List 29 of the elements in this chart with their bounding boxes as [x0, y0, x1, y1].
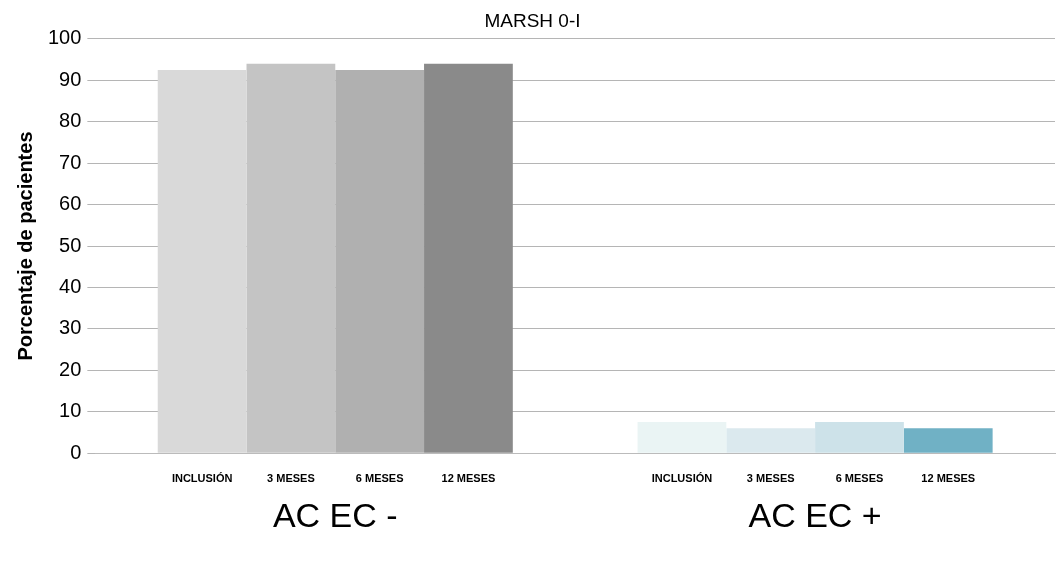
- y-tick-label: 40: [59, 274, 82, 297]
- y-tick-label: 100: [47, 26, 82, 49]
- bar: [157, 69, 247, 453]
- text: 6 MESES: [835, 472, 884, 485]
- bar: [637, 422, 727, 453]
- y-tick-label: 50: [59, 233, 82, 256]
- series-label: INCLUSIÓN: [171, 472, 233, 485]
- y-tick-label: 70: [59, 150, 82, 173]
- y-tick-label: 90: [59, 67, 82, 90]
- bar: [726, 428, 816, 453]
- series-label: 12 MESES: [441, 472, 496, 485]
- bar: [815, 422, 904, 453]
- text: 3 MESES: [746, 472, 795, 485]
- y-tick-label: 20: [59, 357, 82, 380]
- y-axis-title: Porcentaje de pacientes: [13, 131, 36, 361]
- y-tick-label: 10: [59, 399, 82, 422]
- y-tick-label: 60: [59, 192, 82, 215]
- bar: [424, 63, 513, 453]
- text: INCLUSIÓN: [651, 472, 713, 485]
- text: 12 MESES: [921, 472, 976, 485]
- x-tick-label: AC EC +: [748, 495, 882, 534]
- y-tick-label: 0: [70, 440, 82, 463]
- y-tick-label: 30: [59, 316, 82, 339]
- x-tick-label: AC EC -: [272, 495, 398, 534]
- series-label: 3 MESES: [267, 472, 315, 485]
- chart-title: MARSH 0-I: [484, 9, 581, 31]
- y-tick-label: 80: [59, 109, 82, 132]
- series-label: 6 MESES: [355, 472, 404, 485]
- bar: [903, 428, 993, 453]
